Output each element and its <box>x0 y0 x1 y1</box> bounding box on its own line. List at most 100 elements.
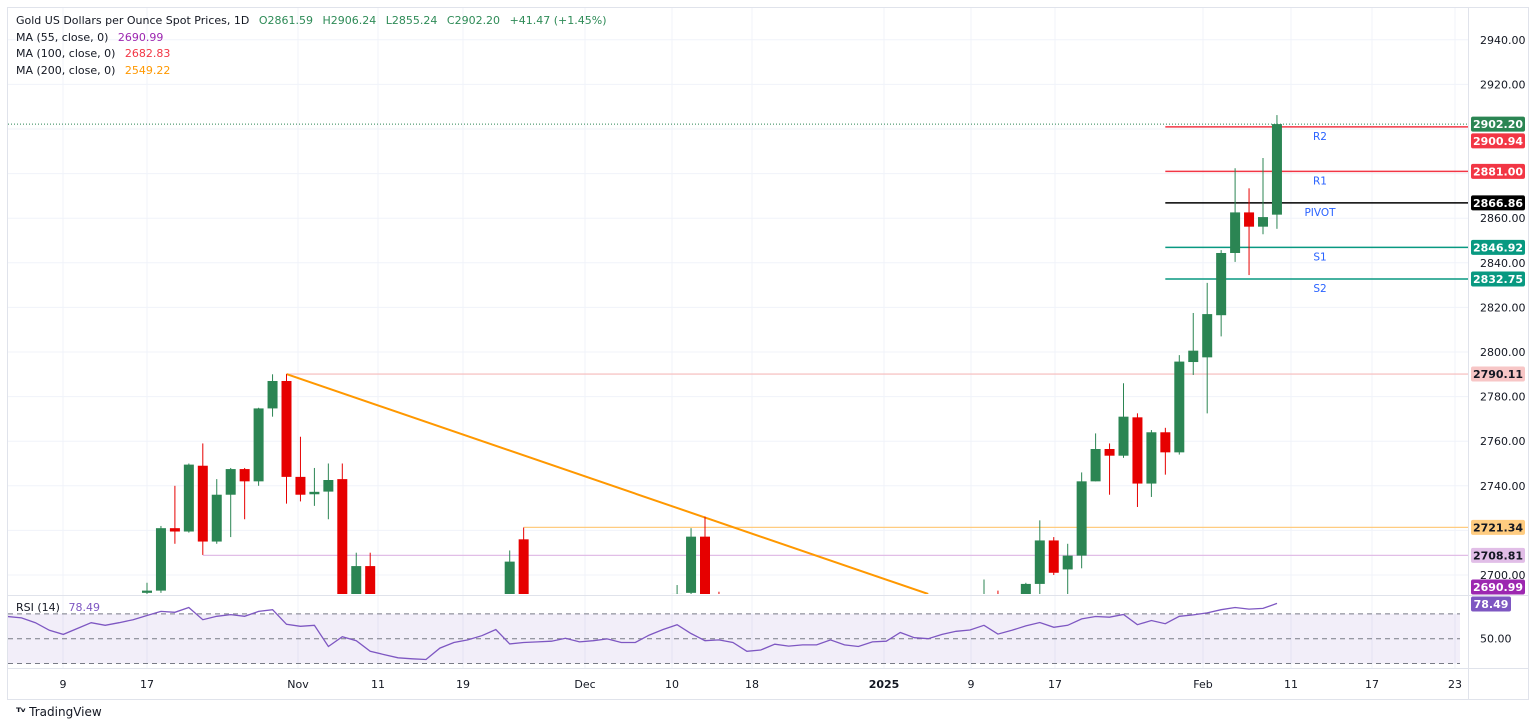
candle-down[interactable] <box>169 485 180 544</box>
candle-body <box>1146 432 1157 484</box>
ma100-legend[interactable]: MA (100, close, 0) 2682.83 <box>16 46 607 63</box>
rsi-value-tag[interactable]: 78.49 <box>1471 596 1511 612</box>
candle-up[interactable] <box>183 463 194 533</box>
candle-up[interactable] <box>142 582 152 594</box>
price-tag-bg <box>1471 547 1525 563</box>
last-price-tag[interactable]: 2902.20 <box>1471 116 1525 132</box>
candle-body <box>1104 449 1115 456</box>
time-tick-label: 17 <box>140 678 154 691</box>
time-tick-label: Dec <box>574 678 595 691</box>
candle-up[interactable] <box>1202 282 1213 414</box>
candle-up[interactable] <box>155 525 166 593</box>
rsi-line[interactable] <box>8 602 1278 661</box>
candle-up[interactable] <box>267 374 278 417</box>
ma55-tag[interactable]: 2690.99 <box>1471 579 1525 595</box>
candle-up[interactable] <box>504 550 515 594</box>
symbol-legend[interactable]: Gold US Dollars per Ounce Spot Prices, 1… <box>16 13 607 30</box>
candle-up[interactable] <box>225 467 236 538</box>
candle-up[interactable] <box>351 552 362 594</box>
candle-down[interactable] <box>1244 188 1255 276</box>
candle-up[interactable] <box>1230 168 1241 262</box>
candle-up[interactable] <box>1034 520 1045 594</box>
candle-body <box>1062 555 1073 570</box>
candle-up[interactable] <box>672 585 683 595</box>
rsi-pane[interactable] <box>8 602 1461 664</box>
candle-up[interactable] <box>1271 115 1282 229</box>
level-tag[interactable]: 2721.34 <box>1471 519 1525 535</box>
candle-up[interactable] <box>1118 383 1129 458</box>
candle-body <box>365 566 376 594</box>
rsi-value: 78.49 <box>68 601 100 614</box>
candle-body <box>239 469 250 482</box>
candle-down[interactable] <box>197 443 208 555</box>
candle-down[interactable] <box>1048 537 1059 575</box>
price-tick-label: 2780.00 <box>1480 391 1526 404</box>
candle-body <box>1244 212 1255 227</box>
candle-up[interactable] <box>1020 582 1031 594</box>
tradingview-brand[interactable]: ᵀᵛ TradingView <box>16 705 102 719</box>
candle-down[interactable] <box>1104 443 1115 495</box>
price-tag-label: 78.49 <box>1474 598 1509 611</box>
pivot-label-s2: S2 <box>1313 283 1326 295</box>
candle-up[interactable] <box>1174 355 1185 455</box>
price-tag-label: 2690.99 <box>1473 581 1523 594</box>
candle-body <box>253 408 264 482</box>
level-tag[interactable]: 2790.11 <box>1471 366 1525 382</box>
candle-body <box>309 491 320 495</box>
candle-down[interactable] <box>518 527 529 594</box>
grid <box>8 8 1468 668</box>
candle-up[interactable] <box>1188 312 1199 375</box>
pivot-tag-s1[interactable]: 2846.92 <box>1471 239 1525 255</box>
time-axis[interactable]: 9 17 Nov 11 19 Dec 10 18 2025 9 17 Feb 11 17 23 <box>60 678 1463 691</box>
candle-body <box>1090 449 1101 482</box>
pivot-tag-r2[interactable]: 2900.94 <box>1471 133 1525 149</box>
candle-body <box>1160 432 1171 453</box>
time-tick-label: 19 <box>456 678 470 691</box>
candle-body <box>518 539 529 594</box>
candle-up[interactable] <box>323 463 334 520</box>
time-tick-label: 17 <box>1048 678 1062 691</box>
candle-up[interactable] <box>1258 157 1268 235</box>
candle-body <box>1076 481 1087 556</box>
candle-up[interactable] <box>1090 433 1101 482</box>
candle-down[interactable] <box>1160 427 1171 475</box>
low-value: L2855.24 <box>385 14 438 27</box>
pivot-tag-s2[interactable]: 2832.75 <box>1471 271 1525 287</box>
candle-up[interactable] <box>1216 250 1227 337</box>
price-tick-label: 2940.00 <box>1480 34 1526 47</box>
trendline[interactable] <box>286 373 929 594</box>
price-tick-label: 2840.00 <box>1480 257 1526 270</box>
candle-up[interactable] <box>309 467 320 506</box>
pivot-tag-pivot[interactable]: 2866.86 <box>1471 195 1525 211</box>
pivot-tag-r1[interactable]: 2881.00 <box>1471 163 1525 179</box>
candle-down[interactable] <box>337 463 348 595</box>
candle-body <box>686 536 697 593</box>
candle-down[interactable] <box>281 374 292 504</box>
candle-up[interactable] <box>211 479 222 544</box>
time-tick-label: 11 <box>371 678 385 691</box>
candle-up[interactable] <box>1076 472 1087 569</box>
candle-down[interactable] <box>365 552 376 594</box>
ma55-legend[interactable]: MA (55, close, 0) 2690.99 <box>16 30 607 47</box>
price-pane[interactable]: R2 R1 PIVOT S1 S2 <box>8 115 1468 595</box>
pivot-label-pivot: PIVOT <box>1304 207 1336 219</box>
price-tag-bg <box>1471 519 1525 535</box>
time-tick-label: 9 <box>968 678 975 691</box>
candle-down[interactable] <box>239 467 250 520</box>
candle-body <box>1216 252 1227 316</box>
candle-down[interactable] <box>1132 413 1143 507</box>
candle-down[interactable] <box>700 516 710 594</box>
candle-up[interactable] <box>1062 543 1073 594</box>
ma200-legend[interactable]: MA (200, close, 0) 2549.22 <box>16 63 607 80</box>
price-axis[interactable]: 2940.00 2920.00 2860.00 2840.00 2820.00 2800.… <box>1471 34 1526 646</box>
level-tag[interactable]: 2708.81 <box>1471 547 1525 563</box>
price-tag-label: 2832.75 <box>1473 273 1523 286</box>
candle-up[interactable] <box>1146 430 1157 497</box>
candle-up[interactable] <box>253 407 264 486</box>
candle-up[interactable] <box>686 528 697 594</box>
candle-down[interactable] <box>295 436 306 502</box>
rsi-legend[interactable]: RSI (14) 78.49 <box>16 601 100 614</box>
price-tick-label: 2800.00 <box>1480 346 1526 359</box>
candle-body <box>1202 314 1213 358</box>
